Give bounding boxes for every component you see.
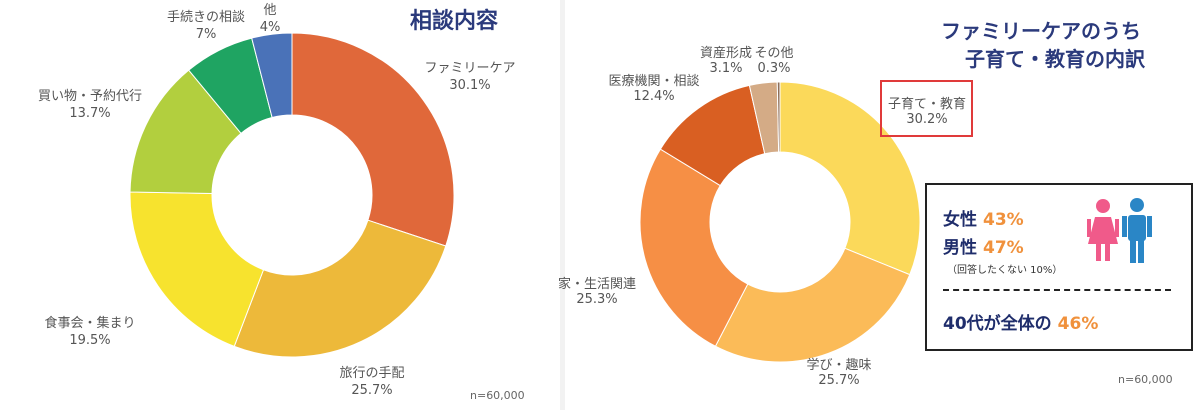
slice-category-label: 旅行の手配 (339, 366, 404, 381)
slice-value-label: 25.7% (351, 383, 392, 398)
no-answer-note: （回答したくない 10%） (947, 265, 1063, 276)
slice-category-label: ファミリーケア (424, 61, 515, 76)
slice-category-label: 医療機関・相談 (608, 73, 699, 89)
age-pct: 46% (1057, 314, 1099, 334)
donut-slice (776, 81, 781, 153)
consultation-donut-chart: 相談内容 ファミリーケア 30.1% 旅行の手配 25.7% 食事会・集まり 19.5% 買… (38, 3, 516, 398)
slice-value-label: 30.1% (449, 78, 490, 93)
slice-value-label: 25.3% (576, 292, 617, 307)
slice-category-label: 家・生活関連 (558, 276, 636, 292)
male-label: 男性 (943, 238, 977, 258)
slice-category-label: 子育て・教育 (888, 96, 966, 112)
female-label: 女性 (943, 210, 977, 230)
chart-title: 相談内容 (410, 8, 498, 34)
male-person-icon (1122, 198, 1152, 263)
age-stat: 40代が全体の 46% (943, 309, 1098, 334)
highlight-box (880, 80, 973, 137)
slice-category-label: その他 (754, 46, 793, 61)
slice-category-label: 買い物・予約代行 (38, 89, 142, 104)
slice-category-label: 学び・趣味 (806, 357, 871, 373)
slice-value-label: 4% (260, 20, 281, 35)
slice-category-label: 食事会・集まり (44, 315, 135, 331)
donut-slice (129, 191, 265, 348)
slice-value-label: 19.5% (69, 333, 110, 348)
right-panel: ファミリーケアのうち 子育て・教育の内訳 子育て・教育 30.2% 学び・趣味 25.… (558, 0, 1202, 410)
slice-value-label: 30.2% (906, 112, 947, 127)
dashed-divider (943, 289, 1171, 291)
slice-value-label: 7% (196, 27, 217, 42)
sample-size-note: n=60,000 (1118, 373, 1173, 386)
slice-value-label: 25.7% (818, 373, 859, 388)
chart-title-line2: 子育て・教育の内訳 (965, 47, 1146, 71)
female-stat: 女性 43% (943, 205, 1024, 230)
demographics-box: 女性 43% 男性 47% （回答したくない 10%） 40代が全体の 46% (925, 183, 1193, 351)
donut-slice (233, 219, 447, 358)
slice-category-label: 手続きの相談 (167, 9, 245, 25)
chart-title-line1: ファミリーケアのうち (941, 19, 1141, 43)
slice-value-label: 0.3% (757, 61, 790, 76)
childcare-breakdown-donut-chart: ファミリーケアのうち 子育て・教育の内訳 子育て・教育30.2%学び・趣味25.… (558, 19, 1146, 388)
donut-slice (714, 247, 911, 363)
sample-size-note: n=60,000 (470, 389, 525, 402)
panel-divider (560, 0, 565, 410)
slice-value-label: 13.7% (69, 106, 110, 121)
male-stat: 男性 47% (943, 233, 1024, 258)
slice-category-label: 他 (263, 3, 276, 18)
female-person-icon (1087, 199, 1119, 261)
donut-slice (639, 148, 749, 347)
male-pct: 47% (983, 238, 1024, 258)
age-label: 40代が全体の (943, 314, 1052, 334)
slice-value-label: 12.4% (633, 89, 674, 104)
donut-slice (251, 32, 293, 119)
donut-slice (291, 32, 455, 247)
donut-slice (779, 81, 921, 276)
female-pct: 43% (983, 210, 1024, 230)
slice-category-label: 資産形成 (700, 45, 752, 61)
slice-value-label: 3.1% (709, 61, 742, 76)
left-panel: 相談内容 ファミリーケア 30.1% 旅行の手配 25.7% 食事会・集まり 19.5% 買… (0, 0, 560, 410)
gender-icons (1087, 198, 1152, 263)
